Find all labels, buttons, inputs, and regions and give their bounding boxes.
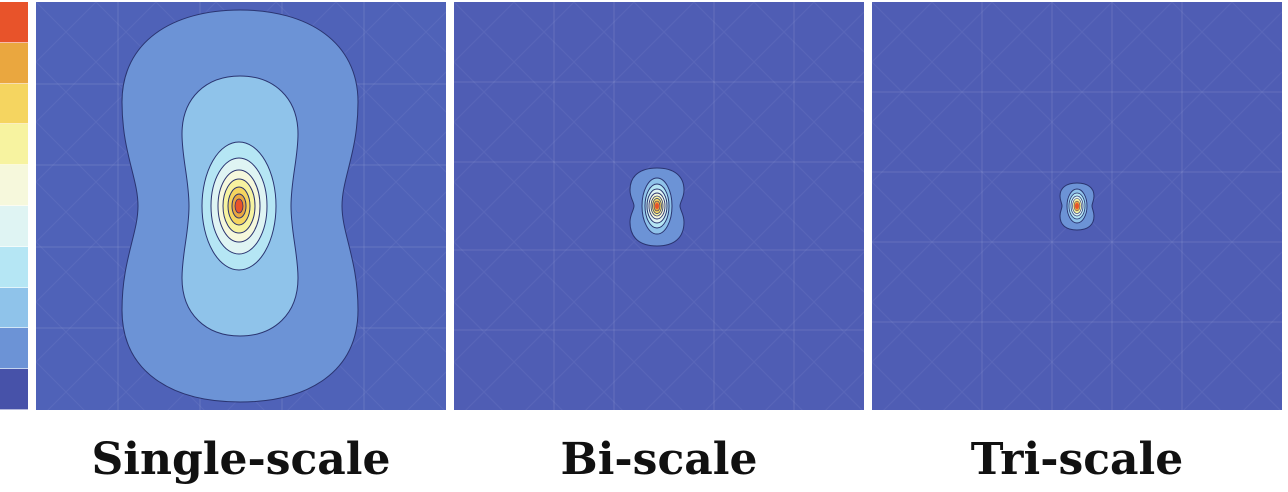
colorbar-swatch xyxy=(0,165,28,206)
heatmap-single-scale xyxy=(36,2,446,410)
caption-single-scale: Single-scale xyxy=(91,434,391,485)
colorbar-swatch xyxy=(0,206,28,247)
colorbar-swatch xyxy=(0,328,28,370)
heatmap-bi-scale xyxy=(454,2,864,410)
colorbar xyxy=(0,2,28,410)
colorbar-swatch xyxy=(0,369,28,410)
colorbar-swatch xyxy=(0,124,28,166)
colorbar-swatch xyxy=(0,83,28,125)
colorbar-swatch xyxy=(0,2,28,43)
heatmap-tri-scale xyxy=(872,2,1282,410)
contour-level-7 xyxy=(1075,203,1079,209)
contour-level-9 xyxy=(234,198,244,214)
caption-bi-scale: Bi-scale xyxy=(560,434,758,485)
colorbar-swatch xyxy=(0,287,28,329)
contour-level-9 xyxy=(655,203,659,209)
caption-tri-scale: Tri-scale xyxy=(970,434,1184,485)
colorbar-swatch xyxy=(0,246,28,288)
colorbar-swatch xyxy=(0,42,28,84)
